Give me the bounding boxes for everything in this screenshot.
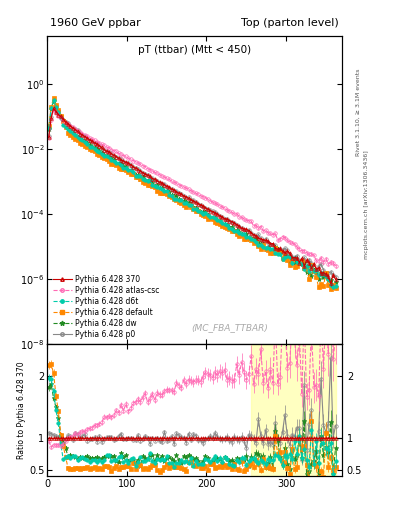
Text: mcplots.cern.ch [arXiv:1306.3436]: mcplots.cern.ch [arXiv:1306.3436] (364, 151, 369, 259)
Text: Rivet 3.1.10, ≥ 3.1M events: Rivet 3.1.10, ≥ 3.1M events (356, 69, 361, 156)
Y-axis label: Ratio to Pythia 6.428 370: Ratio to Pythia 6.428 370 (17, 361, 26, 459)
Text: Top (parton level): Top (parton level) (241, 18, 339, 28)
Text: 1960 GeV ppbar: 1960 GeV ppbar (50, 18, 141, 28)
Text: (MC_FBA_TTBAR): (MC_FBA_TTBAR) (191, 323, 268, 332)
Text: pT (ttbar) (Mtt < 450): pT (ttbar) (Mtt < 450) (138, 45, 251, 55)
Legend: Pythia 6.428 370, Pythia 6.428 atlas-csc, Pythia 6.428 d6t, Pythia 6.428 default: Pythia 6.428 370, Pythia 6.428 atlas-csc… (50, 272, 162, 342)
